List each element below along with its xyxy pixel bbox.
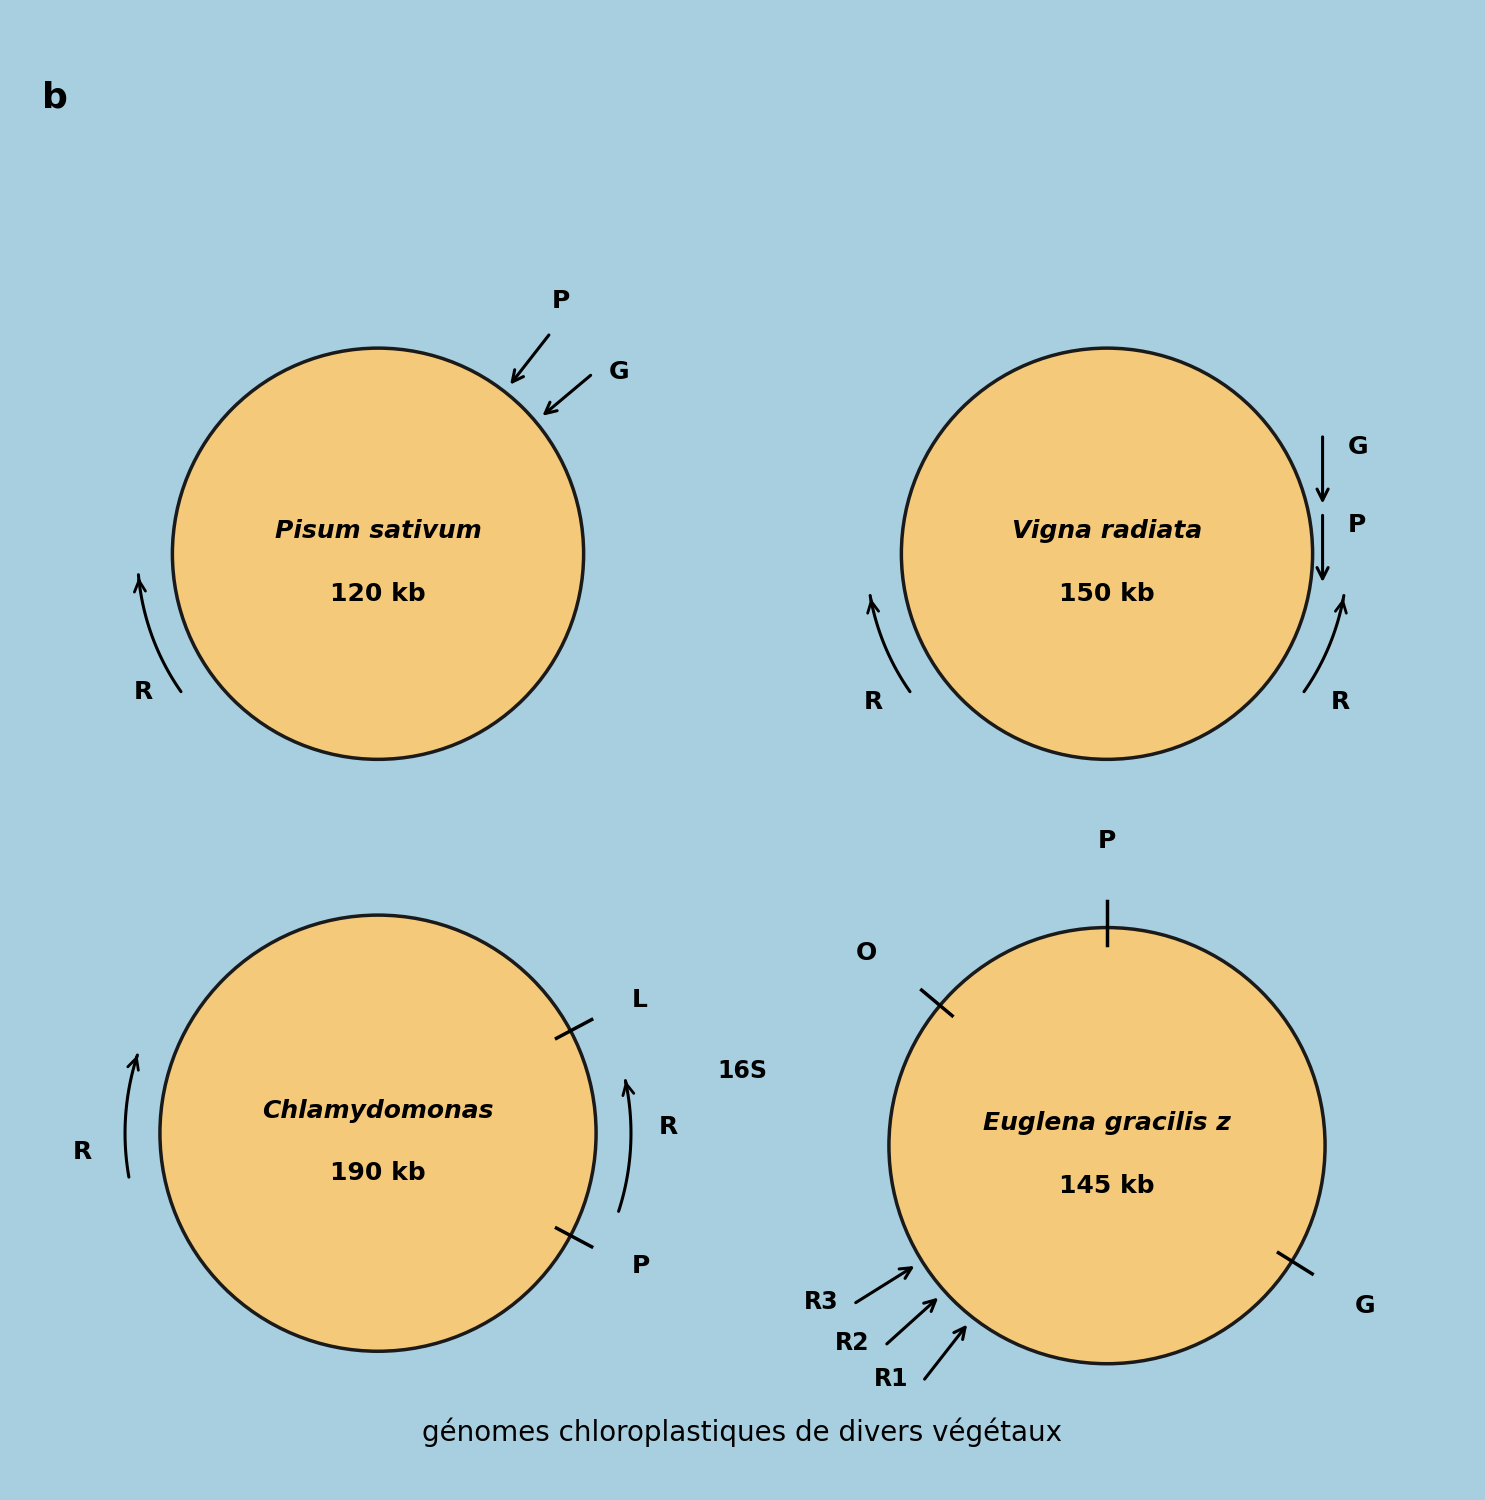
Text: R: R bbox=[659, 1114, 679, 1138]
Text: P: P bbox=[1097, 830, 1117, 854]
Text: P: P bbox=[1347, 513, 1366, 537]
Text: 145 kb: 145 kb bbox=[1059, 1173, 1155, 1197]
Text: R2: R2 bbox=[835, 1332, 870, 1356]
Text: Chlamydomonas: Chlamydomonas bbox=[263, 1100, 493, 1124]
Text: L: L bbox=[631, 988, 647, 1012]
Text: 150 kb: 150 kb bbox=[1059, 582, 1155, 606]
Text: O: O bbox=[855, 940, 878, 964]
Circle shape bbox=[172, 348, 584, 759]
Circle shape bbox=[160, 915, 595, 1352]
Text: G: G bbox=[1347, 435, 1368, 459]
Text: G: G bbox=[609, 360, 630, 384]
Text: 190 kb: 190 kb bbox=[330, 1161, 426, 1185]
Circle shape bbox=[901, 348, 1313, 759]
Text: R: R bbox=[73, 1140, 92, 1164]
Text: 120 kb: 120 kb bbox=[330, 582, 426, 606]
Text: R: R bbox=[864, 690, 884, 714]
Text: Pisum sativum: Pisum sativum bbox=[275, 519, 481, 543]
Text: G: G bbox=[1354, 1294, 1375, 1318]
Text: b: b bbox=[42, 80, 67, 114]
Text: R3: R3 bbox=[803, 1290, 839, 1314]
Text: P: P bbox=[552, 290, 570, 314]
Text: P: P bbox=[631, 1254, 650, 1278]
Text: génomes chloroplastiques de divers végétaux: génomes chloroplastiques de divers végét… bbox=[422, 1418, 1062, 1448]
Text: R: R bbox=[134, 680, 153, 703]
Text: 16S: 16S bbox=[717, 1059, 766, 1083]
Circle shape bbox=[890, 927, 1325, 1364]
Text: R: R bbox=[1331, 690, 1350, 714]
Text: Euglena gracilis z: Euglena gracilis z bbox=[983, 1112, 1231, 1136]
Text: Vigna radiata: Vigna radiata bbox=[1011, 519, 1203, 543]
Text: R1: R1 bbox=[873, 1366, 907, 1390]
